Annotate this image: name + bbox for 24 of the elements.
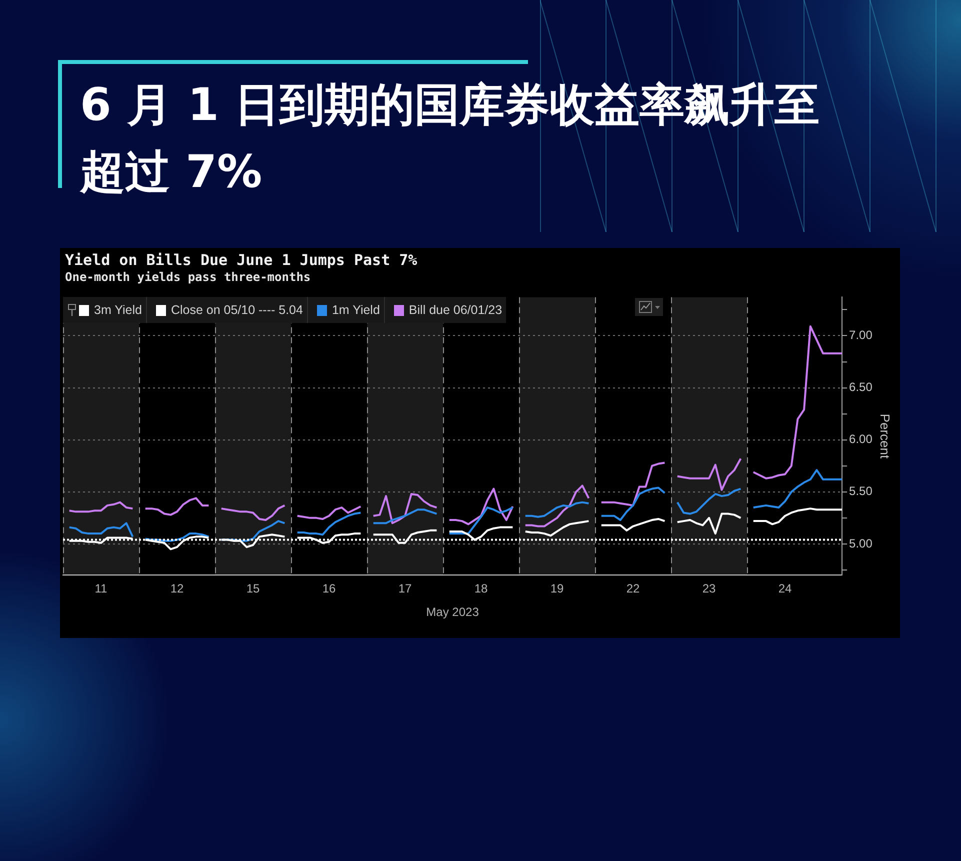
y-tick-label: 6.00 xyxy=(849,432,873,446)
x-tick-label: 23 xyxy=(702,582,716,596)
x-tick-label: 12 xyxy=(170,582,184,596)
x-tick-label: 18 xyxy=(474,582,488,596)
x-tick-label: 17 xyxy=(398,582,412,596)
y-axis-title: Percent xyxy=(878,414,893,459)
y-tick-label: 7.00 xyxy=(849,328,873,342)
x-tick-label: 16 xyxy=(322,582,336,596)
x-axis-title: May 2023 xyxy=(426,605,480,620)
x-tick-label: 22 xyxy=(626,582,640,596)
y-tick-label: 5.50 xyxy=(849,484,873,498)
chart-subtitle: One-month yields pass three-months xyxy=(65,270,311,284)
x-tick-label: 11 xyxy=(94,582,108,596)
y-tick-label: 5.00 xyxy=(849,536,873,550)
x-tick-label: 19 xyxy=(550,582,564,596)
legend-label: Close on 05/10 ---- 5.04 xyxy=(170,303,303,318)
y-tick-label: 6.50 xyxy=(849,380,873,394)
chart-title: Yield on Bills Due June 1 Jumps Past 7% xyxy=(65,251,418,269)
text: 6 月 1 日到期的国库券收益率飙升至超过 7% xyxy=(80,77,821,200)
x-tick-label: 15 xyxy=(246,582,260,596)
legend-label: 3m Yield xyxy=(94,303,142,318)
x-tick-label: 24 xyxy=(778,582,792,596)
legend-label: 1m Yield xyxy=(332,303,380,318)
legend-label: Bill due 06/01/23 xyxy=(408,303,502,318)
